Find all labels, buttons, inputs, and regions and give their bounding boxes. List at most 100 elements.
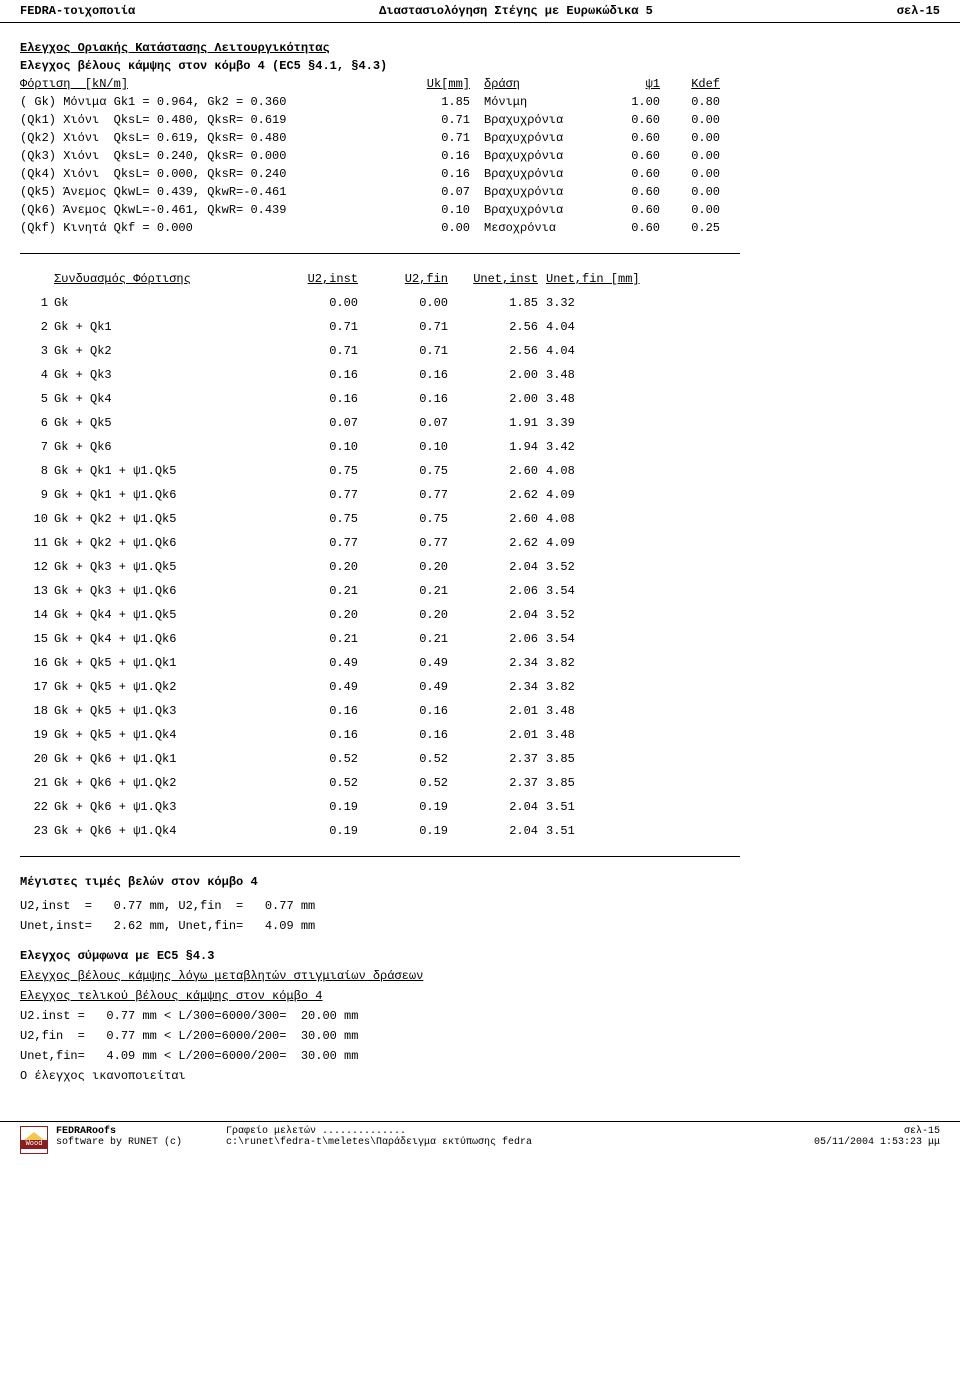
cell: 0.00 xyxy=(660,185,720,199)
header-center: Διαστασιολόγηση Στέγης με Ευρωκώδικα 5 xyxy=(135,4,897,18)
cell: 7 xyxy=(20,440,48,454)
cell: 2.37 xyxy=(448,752,538,766)
table-row: 19Gk + Qk5 + ψ1.Qk40.160.162.013.48 xyxy=(20,728,940,742)
cell: 0.20 xyxy=(268,608,358,622)
cell: 3.82 xyxy=(538,680,658,694)
col-u2inst: U2,inst xyxy=(268,272,358,286)
cell: 2.01 xyxy=(448,704,538,718)
table-row: ( Gk) Μόνιμα Gk1 = 0.964, Gk2 = 0.3601.8… xyxy=(20,95,940,109)
cell: 2.06 xyxy=(448,632,538,646)
cell: 4.08 xyxy=(538,464,658,478)
table-row: 1Gk0.000.001.853.32 xyxy=(20,296,940,310)
cell: 3.52 xyxy=(538,560,658,574)
cell: 3.54 xyxy=(538,632,658,646)
check-result: Ο έλεγχος ικανοποιείται xyxy=(20,1069,940,1083)
cell: (Qk1) Χιόνι QksL= 0.480, QksR= 0.619 xyxy=(20,113,410,127)
cell: 0.75 xyxy=(358,512,448,526)
section-subtitle: Ελεγχος βέλους κάμψης στον κόμβο 4 (EC5 … xyxy=(20,59,940,73)
cell: 0.77 xyxy=(358,536,448,550)
cell: Gk + Qk5 xyxy=(48,416,268,430)
cell: 0.60 xyxy=(600,113,660,127)
check-sub-1: Ελεγχος βέλους κάμψης λόγω μεταβλητών στ… xyxy=(20,969,940,983)
cell: 2 xyxy=(20,320,48,334)
cell: 2.62 xyxy=(448,488,538,502)
cell: 3.85 xyxy=(538,752,658,766)
cell: 0.60 xyxy=(600,203,660,217)
cell: 3.48 xyxy=(538,392,658,406)
cell: 4.09 xyxy=(538,488,658,502)
max-line-2: Unet,inst= 2.62 mm, Unet,fin= 4.09 mm xyxy=(20,919,940,933)
cell: 2.04 xyxy=(448,824,538,838)
cell: Βραχυχρόνια xyxy=(470,149,600,163)
cell: 3.48 xyxy=(538,368,658,382)
cell: 16 xyxy=(20,656,48,670)
cell: 0.16 xyxy=(268,728,358,742)
divider xyxy=(20,856,740,857)
cell: 0.21 xyxy=(268,584,358,598)
cell: 0.00 xyxy=(660,167,720,181)
table-row: 13Gk + Qk3 + ψ1.Qk60.210.212.063.54 xyxy=(20,584,940,598)
cell: Gk + Qk6 + ψ1.Qk1 xyxy=(48,752,268,766)
table-row: 10Gk + Qk2 + ψ1.Qk50.750.752.604.08 xyxy=(20,512,940,526)
cell: Gk + Qk4 xyxy=(48,392,268,406)
footer-date: 05/11/2004 1:53:23 μμ xyxy=(760,1137,940,1148)
cell: 0.71 xyxy=(358,344,448,358)
cell: 0.77 xyxy=(268,488,358,502)
cell: 3.42 xyxy=(538,440,658,454)
cell: Gk + Qk6 + ψ1.Qk3 xyxy=(48,800,268,814)
cell: 0.52 xyxy=(358,776,448,790)
cell: 0.00 xyxy=(660,113,720,127)
max-values-section: Μέγιστες τιμές βελών στον κόμβο 4 U2,ins… xyxy=(20,875,940,933)
footer-path: c:\runet\fedra-t\meletes\Παράδειγμα εκτύ… xyxy=(226,1137,760,1148)
table-row: 12Gk + Qk3 + ψ1.Qk50.200.202.043.52 xyxy=(20,560,940,574)
cell: 9 xyxy=(20,488,48,502)
table-row: 3Gk + Qk20.710.712.564.04 xyxy=(20,344,940,358)
cell: 23 xyxy=(20,824,48,838)
logo-label: Wood xyxy=(21,1140,47,1149)
cell: 3.48 xyxy=(538,728,658,742)
cell: (Qk3) Χιόνι QksL= 0.240, QksR= 0.000 xyxy=(20,149,410,163)
cell: Gk + Qk5 + ψ1.Qk1 xyxy=(48,656,268,670)
cell: 0.10 xyxy=(268,440,358,454)
cell: 3 xyxy=(20,344,48,358)
cell: 0.75 xyxy=(358,464,448,478)
cell: 1.00 xyxy=(600,95,660,109)
cell: Gk + Qk6 + ψ1.Qk4 xyxy=(48,824,268,838)
table-row: (Qk5) Άνεμος QkwL= 0.439, QkwR=-0.4610.0… xyxy=(20,185,940,199)
cell: 0.07 xyxy=(268,416,358,430)
cell: 0.07 xyxy=(410,185,470,199)
cell: 18 xyxy=(20,704,48,718)
cell: 0.52 xyxy=(268,752,358,766)
cell: 5 xyxy=(20,392,48,406)
cell: 3.48 xyxy=(538,704,658,718)
cell: 15 xyxy=(20,632,48,646)
comb-header-row: Συνδυασμός Φόρτισης U2,inst U2,fin Unet,… xyxy=(20,272,940,286)
cell: 3.32 xyxy=(538,296,658,310)
table-row: 20Gk + Qk6 + ψ1.Qk10.520.522.373.85 xyxy=(20,752,940,766)
cell: 0.16 xyxy=(268,368,358,382)
cell: 0.60 xyxy=(600,149,660,163)
cell: 0.49 xyxy=(268,680,358,694)
cell: 0.25 xyxy=(660,221,720,235)
cell: 0.16 xyxy=(410,149,470,163)
cell: 0.20 xyxy=(358,560,448,574)
table-row: 5Gk + Qk40.160.162.003.48 xyxy=(20,392,940,406)
cell: 2.04 xyxy=(448,608,538,622)
cell: (Qk2) Χιόνι QksL= 0.619, QksR= 0.480 xyxy=(20,131,410,145)
col-comb: Συνδυασμός Φόρτισης xyxy=(48,272,268,286)
cell: Gk + Qk3 xyxy=(48,368,268,382)
page-footer: Wood FEDRARoofs software by RUNET (c) Γρ… xyxy=(0,1121,960,1158)
cell: 0.52 xyxy=(358,752,448,766)
cell: 17 xyxy=(20,680,48,694)
table-row: 18Gk + Qk5 + ψ1.Qk30.160.162.013.48 xyxy=(20,704,940,718)
cell: (Qk5) Άνεμος QkwL= 0.439, QkwR=-0.461 xyxy=(20,185,410,199)
table-row: 6Gk + Qk50.070.071.913.39 xyxy=(20,416,940,430)
page-header: FEDRA-τοιχοποιία Διαστασιολόγηση Στέγης … xyxy=(0,0,960,23)
cell: Μόνιμη xyxy=(470,95,600,109)
cell: 8 xyxy=(20,464,48,478)
cell: 2.62 xyxy=(448,536,538,550)
cell: 4.09 xyxy=(538,536,658,550)
cell: 1.85 xyxy=(448,296,538,310)
cell: 22 xyxy=(20,800,48,814)
cell: 0.71 xyxy=(268,344,358,358)
